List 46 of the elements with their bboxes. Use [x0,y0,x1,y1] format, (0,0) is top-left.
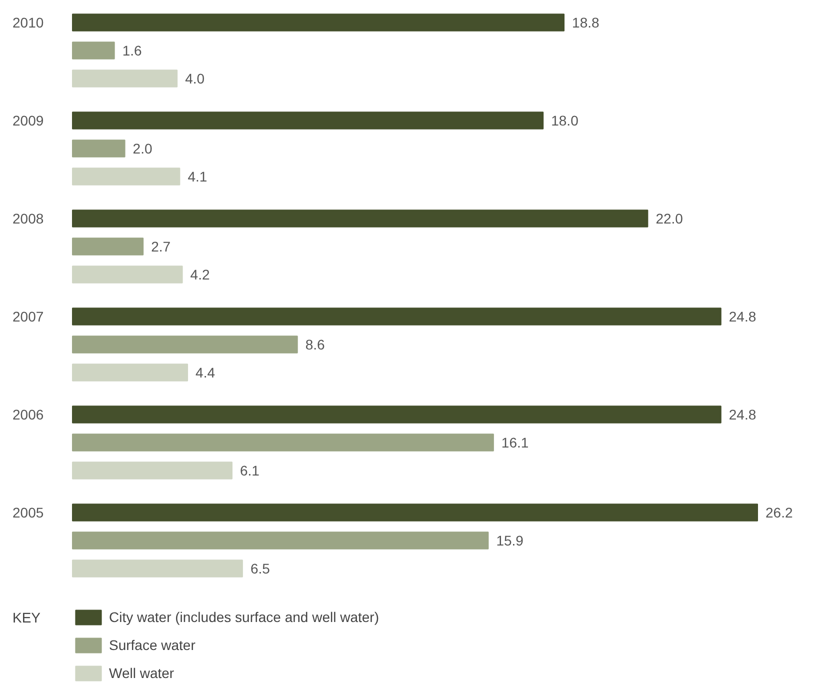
bar [72,112,544,130]
bar [72,210,648,228]
bar [72,532,489,550]
data-label: 8.6 [305,336,326,352]
data-label: 4.1 [188,168,208,184]
legend-title: KEY [12,610,42,626]
bar [72,560,243,578]
data-label: 18.0 [551,112,579,128]
bar [72,140,126,158]
legend-label: Surface water [109,636,196,654]
bar [72,462,232,480]
bar [72,238,144,256]
data-label: 4.4 [196,364,216,380]
data-label: 1.6 [122,42,142,58]
bar [72,336,298,354]
y-tick-label: 2008 [12,210,44,226]
data-label: 2.7 [151,238,171,254]
y-tick-label: 2006 [12,406,44,422]
data-label: 2.0 [132,140,152,156]
data-label: 16.1 [501,434,529,450]
bar [72,504,758,522]
legend-label: Well water [109,664,174,682]
legend-label: City water (includes surface and well water) [109,608,379,626]
bar [72,308,722,326]
y-tick-label: 2009 [12,112,44,128]
data-label: 6.1 [240,462,260,478]
bar [72,168,180,186]
data-label: 4.2 [190,266,210,282]
data-label: 24.8 [728,308,756,324]
data-label: 4.0 [185,70,205,86]
y-tick-label: 2007 [12,308,44,324]
data-label: 24.8 [728,406,756,422]
data-label: 26.2 [766,504,793,520]
y-tick-label: 2010 [12,14,44,30]
data-label: 15.9 [496,532,524,548]
y-tick-label: 2005 [12,504,44,520]
bar [72,434,494,452]
data-label: 6.5 [250,560,270,576]
bar [72,266,183,284]
bar [72,406,722,424]
bar [72,42,115,60]
data-label: 18.8 [572,14,600,30]
bar [72,70,178,88]
data-label: 22.0 [656,210,684,226]
bar [72,364,188,382]
bar [72,14,565,32]
